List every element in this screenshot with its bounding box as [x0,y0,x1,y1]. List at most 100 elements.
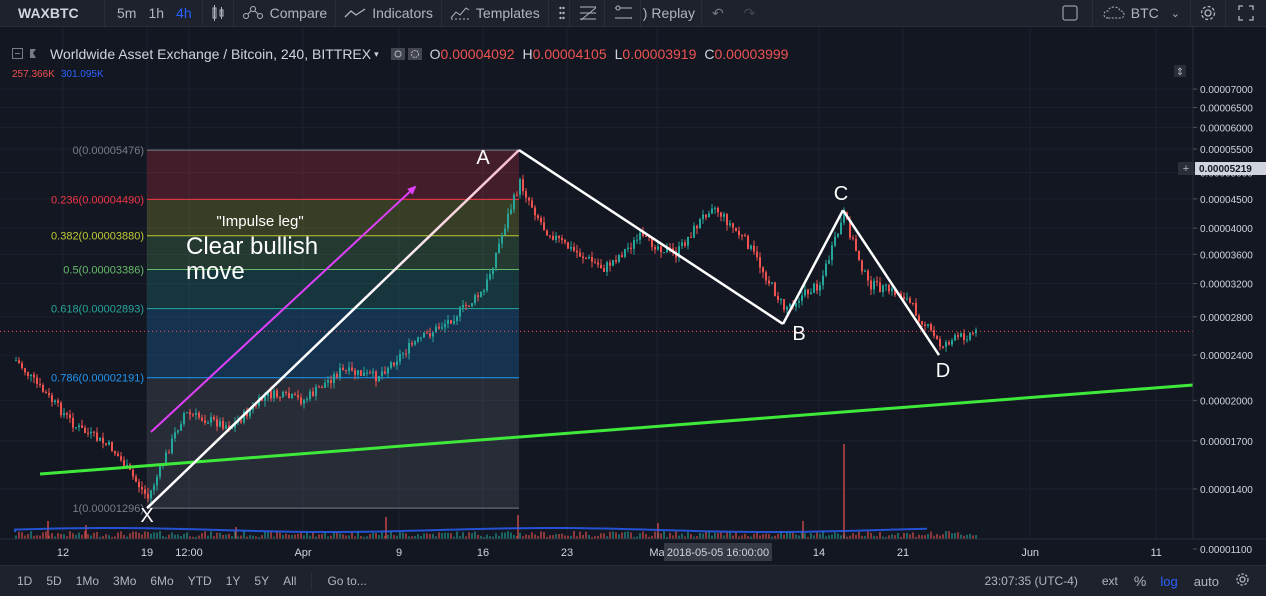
candle-body [201,417,203,421]
percent-scale-toggle[interactable]: % [1133,573,1147,589]
volume-bar [219,532,221,539]
indicators-button[interactable]: Indicators [336,0,441,26]
price-tick-label: 0.00003200 [1200,280,1253,291]
pattern-leg-xa[interactable] [146,149,520,510]
volume-bar [900,536,902,539]
volume-bar [237,536,239,539]
volume-bar [201,533,203,539]
candle-body [78,425,80,428]
candle-body [729,223,731,226]
chart-settings-button[interactable] [1227,572,1266,590]
xabcd-pattern[interactable]: X A B C D [39,147,1194,527]
templates-button[interactable]: Templates [442,0,548,26]
candle-body [351,367,353,371]
candle-body [873,280,875,290]
pattern-leg[interactable] [781,209,845,325]
volume-bar [585,531,587,539]
volume-bar [558,534,560,539]
volume-bar [225,534,227,539]
fib-zone [147,308,519,378]
volume-bar [330,535,332,539]
drawing-tool-2-button[interactable] [605,0,641,26]
volume-bar [180,536,182,539]
interval-1h-button[interactable]: 1h [148,5,165,21]
range-all-button[interactable]: All [283,574,297,588]
time-axis[interactable] [0,539,1193,565]
range-1y-button[interactable]: 1Y [225,574,241,588]
range-6mo-button[interactable]: 6Mo [150,574,174,588]
volume-bar [666,536,668,539]
candle-body [255,405,257,407]
auto-scale-toggle[interactable]: auto [1193,573,1219,589]
maximize-button[interactable] [1226,0,1266,26]
undo-button[interactable]: ↶ [702,0,734,26]
volume-bar [789,532,791,539]
candle-body [438,326,440,329]
volume-bar [60,534,62,539]
pattern-leg[interactable] [841,209,941,356]
interval-4h-button[interactable]: 4h [176,5,192,21]
legend-tools[interactable] [390,48,422,60]
volume-bar [645,533,647,539]
volume-bar [87,534,89,539]
volume-bar [675,531,677,539]
extended-hours-toggle[interactable]: ext [1101,574,1118,588]
volume-bar [228,533,230,539]
volume-bar [438,532,440,539]
scale-toggle-button[interactable]: ⇕ [1174,65,1186,78]
clock-text[interactable]: 23:07:35 (UTC-4) [984,574,1078,588]
volume-bar [387,534,389,539]
volume-bar [825,536,827,539]
candles-icon [212,5,224,21]
volume-bar [759,535,761,539]
candle-body [780,299,782,301]
layout-grip-icon[interactable] [549,0,569,26]
drawing-tool-1-button[interactable] [568,0,605,26]
candle-body [717,207,719,213]
range-ytd-button[interactable]: YTD [187,574,212,588]
divider [311,572,313,590]
range-5d-button[interactable]: 5D [46,574,62,588]
range-3mo-button[interactable]: 3Mo [113,574,137,588]
square-icon [1062,5,1078,21]
compare-button[interactable]: Compare [234,0,336,26]
volume-bar [93,532,95,539]
range-1d-button[interactable]: 1D [17,574,33,588]
volume-bar [648,536,650,539]
legend-menu-icon[interactable]: ▾ [374,48,379,59]
symbol-search-button[interactable]: WAXBTC [18,5,79,21]
volume-bar [927,533,929,539]
volume-bar [816,532,818,539]
price-axis[interactable] [1193,27,1266,539]
indicators-icon [344,8,366,18]
replay-button[interactable]: ) Replay [641,0,701,26]
volume-legend: 257.366K 301.095K [12,69,104,80]
pattern-leg[interactable] [518,149,784,326]
price-tick-label: 0.00005500 [1200,145,1253,156]
range-1mo-button[interactable]: 1Mo [75,574,100,588]
goto-date-button[interactable]: Go to... [327,574,367,588]
redo-button[interactable]: ↷ [734,0,766,26]
fullscreen-toggle-button[interactable] [1048,0,1092,26]
range-5y-button[interactable]: 5Y [254,574,270,588]
volume-bar [243,531,245,539]
interval-5m-button[interactable]: 5m [117,5,137,21]
candle-body [906,298,908,300]
log-scale-toggle[interactable]: log [1160,573,1178,589]
volume-bar [822,531,824,539]
fib-level-label: 0.382(0.00003880) [51,231,144,243]
high-label: H [522,46,533,62]
support-trendline[interactable] [39,383,1194,476]
candle-body [579,252,581,257]
candles-style-button[interactable] [203,0,233,26]
price-chart[interactable]: 0(0.00005476) 0.236(0.00004490) 0.382(0.00… [0,27,1266,565]
currency-button[interactable]: BTC ⌄ [1093,0,1190,26]
fibonacci-retracement[interactable]: 0(0.00005476) 0.236(0.00004490) 0.382(0.00… [51,145,519,515]
candle-body [600,264,602,269]
legend-collapse-icon[interactable] [12,48,44,60]
volume-bar [621,532,623,539]
settings-button[interactable] [1191,0,1225,26]
add-alert-button[interactable] [1178,162,1194,175]
candle-body [270,390,272,399]
volume-bar [138,532,140,539]
